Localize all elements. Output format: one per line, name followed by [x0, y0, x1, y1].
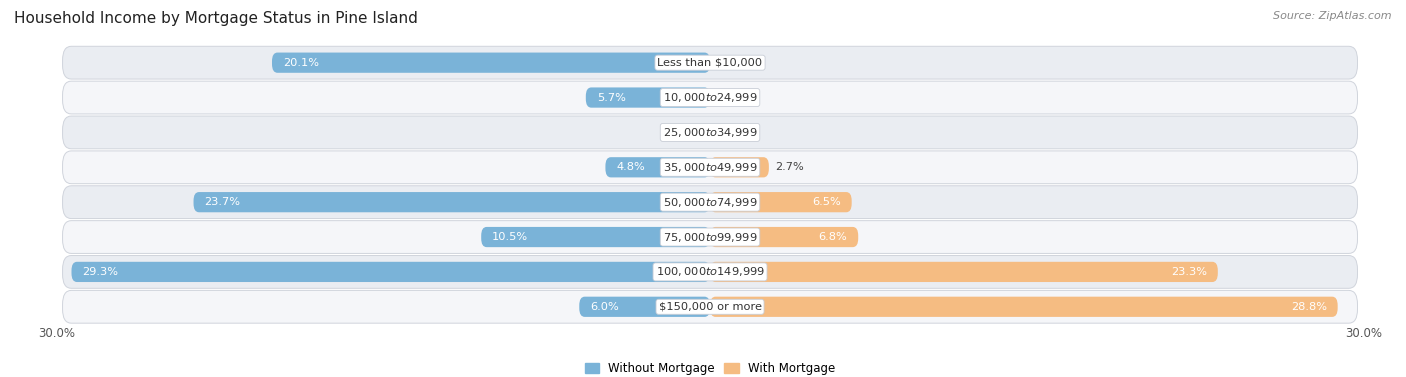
Text: 6.5%: 6.5%	[813, 197, 841, 207]
Text: 0.0%: 0.0%	[717, 92, 745, 103]
Text: 23.7%: 23.7%	[204, 197, 240, 207]
Text: 4.8%: 4.8%	[616, 162, 645, 172]
FancyBboxPatch shape	[710, 262, 1218, 282]
FancyBboxPatch shape	[72, 262, 710, 282]
Text: Less than $10,000: Less than $10,000	[658, 58, 762, 68]
FancyBboxPatch shape	[710, 227, 858, 247]
FancyBboxPatch shape	[62, 186, 1358, 219]
Text: $75,000 to $99,999: $75,000 to $99,999	[662, 231, 758, 244]
Legend: Without Mortgage, With Mortgage: Without Mortgage, With Mortgage	[581, 357, 839, 377]
Text: 2.7%: 2.7%	[776, 162, 804, 172]
Text: 0.0%: 0.0%	[717, 127, 745, 138]
FancyBboxPatch shape	[62, 81, 1358, 114]
FancyBboxPatch shape	[710, 297, 1337, 317]
Text: 0.0%: 0.0%	[675, 127, 703, 138]
FancyBboxPatch shape	[586, 87, 710, 108]
FancyBboxPatch shape	[62, 221, 1358, 253]
Text: 20.1%: 20.1%	[283, 58, 319, 68]
Text: 6.8%: 6.8%	[818, 232, 848, 242]
FancyBboxPatch shape	[62, 290, 1358, 323]
FancyBboxPatch shape	[710, 192, 852, 212]
Text: Source: ZipAtlas.com: Source: ZipAtlas.com	[1274, 11, 1392, 21]
Text: $10,000 to $24,999: $10,000 to $24,999	[662, 91, 758, 104]
Text: 23.3%: 23.3%	[1171, 267, 1206, 277]
FancyBboxPatch shape	[62, 46, 1358, 79]
Text: 10.5%: 10.5%	[492, 232, 529, 242]
Text: $25,000 to $34,999: $25,000 to $34,999	[662, 126, 758, 139]
Text: $100,000 to $149,999: $100,000 to $149,999	[655, 265, 765, 278]
FancyBboxPatch shape	[271, 52, 710, 73]
Text: 0.0%: 0.0%	[717, 58, 745, 68]
FancyBboxPatch shape	[606, 157, 710, 178]
Text: $150,000 or more: $150,000 or more	[658, 302, 762, 312]
Text: 6.0%: 6.0%	[591, 302, 619, 312]
Text: $35,000 to $49,999: $35,000 to $49,999	[662, 161, 758, 174]
Text: $50,000 to $74,999: $50,000 to $74,999	[662, 196, 758, 208]
Text: 28.8%: 28.8%	[1291, 302, 1327, 312]
FancyBboxPatch shape	[62, 151, 1358, 184]
Text: Household Income by Mortgage Status in Pine Island: Household Income by Mortgage Status in P…	[14, 11, 418, 26]
FancyBboxPatch shape	[194, 192, 710, 212]
Text: 5.7%: 5.7%	[596, 92, 626, 103]
FancyBboxPatch shape	[62, 116, 1358, 149]
FancyBboxPatch shape	[62, 256, 1358, 288]
FancyBboxPatch shape	[481, 227, 710, 247]
FancyBboxPatch shape	[579, 297, 710, 317]
FancyBboxPatch shape	[710, 157, 769, 178]
Text: 29.3%: 29.3%	[83, 267, 118, 277]
